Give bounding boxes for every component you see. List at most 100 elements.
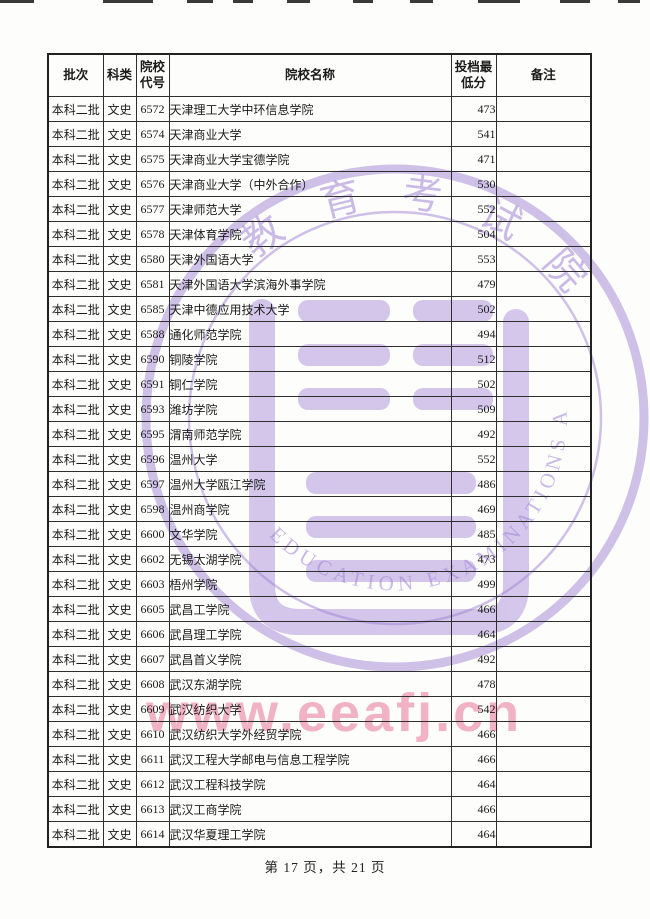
scan-artifact (478, 0, 520, 3)
cell-subject-category: 文史 (102, 696, 137, 722)
cell-min-admission-score: 553 (450, 246, 497, 272)
cell-college-code: 6607 (135, 646, 170, 672)
table-row: 本科二批 文史 6598 温州商学院 469 (47, 496, 592, 522)
cell-remarks (495, 321, 592, 347)
cell-subject-category: 文史 (102, 771, 137, 797)
header-min-admission-score: 投档最 低分 (450, 53, 497, 97)
scan-artifact (410, 0, 433, 3)
cell-batch: 本科二批 (47, 721, 104, 747)
cell-min-admission-score: 466 (450, 746, 497, 772)
table-row: 本科二批 文史 6605 武昌工学院 466 (47, 596, 592, 622)
cell-subject-category: 文史 (102, 671, 137, 697)
scan-artifact (0, 0, 34, 3)
cell-college-code: 6614 (135, 821, 170, 848)
cell-college-code: 6572 (135, 96, 170, 122)
cell-subject-category: 文史 (102, 96, 137, 122)
cell-subject-category: 文史 (102, 796, 137, 822)
cell-subject-category: 文史 (102, 596, 137, 622)
cell-batch: 本科二批 (47, 371, 104, 397)
cell-batch: 本科二批 (47, 246, 104, 272)
cell-min-admission-score: 464 (450, 621, 497, 647)
cell-batch: 本科二批 (47, 746, 104, 772)
header-college-name: 院校名称 (168, 53, 452, 97)
cell-subject-category: 文史 (102, 646, 137, 672)
table-body: 本科二批 文史 6572 天津理工大学中环信息学院 473 本科二批 文史 6574 天津商业大… (47, 96, 592, 848)
scan-artifact (233, 0, 253, 3)
cell-batch: 本科二批 (47, 496, 104, 522)
cell-college-code: 6608 (135, 671, 170, 697)
cell-college-code: 6609 (135, 696, 170, 722)
table-row: 本科二批 文史 6614 武汉华夏理工学院 464 (47, 821, 592, 848)
table-row: 本科二批 文史 6572 天津理工大学中环信息学院 473 (47, 96, 592, 122)
cell-min-admission-score: 504 (450, 221, 497, 247)
cell-college-code: 6611 (135, 746, 170, 772)
cell-batch: 本科二批 (47, 221, 104, 247)
cell-batch: 本科二批 (47, 796, 104, 822)
cell-min-admission-score: 502 (450, 296, 497, 322)
cell-college-code: 6603 (135, 571, 170, 597)
cell-subject-category: 文史 (102, 421, 137, 447)
cell-college-name: 武汉东湖学院 (168, 671, 452, 697)
page-number: 第 17 页，共 21 页 (264, 860, 386, 875)
cell-college-code: 6591 (135, 371, 170, 397)
scan-artifact (103, 0, 153, 3)
cell-min-admission-score: 492 (450, 421, 497, 447)
table-row: 本科二批 文史 6607 武昌首义学院 492 (47, 646, 592, 672)
scan-artifact (560, 0, 590, 3)
table-row: 本科二批 文史 6591 铜仁学院 502 (47, 371, 592, 397)
cell-college-name: 梧州学院 (168, 571, 452, 597)
cell-subject-category: 文史 (102, 396, 137, 422)
table-row: 本科二批 文史 6606 武昌理工学院 464 (47, 621, 592, 647)
cell-min-admission-score: 466 (450, 721, 497, 747)
cell-remarks (495, 721, 592, 747)
cell-college-name: 天津师范大学 (168, 196, 452, 222)
cell-remarks (495, 296, 592, 322)
cell-batch: 本科二批 (47, 446, 104, 472)
cell-subject-category: 文史 (102, 296, 137, 322)
cell-subject-category: 文史 (102, 271, 137, 297)
scan-artifact (187, 0, 213, 3)
cell-remarks (495, 246, 592, 272)
cell-college-name: 天津商业大学 (168, 121, 452, 147)
table-row: 本科二批 文史 6577 天津师范大学 552 (47, 196, 592, 222)
cell-min-admission-score: 492 (450, 646, 497, 672)
cell-batch: 本科二批 (47, 521, 104, 547)
cell-college-name: 潍坊学院 (168, 396, 452, 422)
table-row: 本科二批 文史 6608 武汉东湖学院 478 (47, 671, 592, 697)
admission-scores-table: 批次 科类 院校 代号 院校名称 投档最 低分 备注 本科二批 文史 6572 天津理… (47, 53, 592, 848)
cell-college-code: 6596 (135, 446, 170, 472)
cell-batch: 本科二批 (47, 171, 104, 197)
cell-min-admission-score: 542 (450, 696, 497, 722)
cell-subject-category: 文史 (102, 221, 137, 247)
cell-batch: 本科二批 (47, 646, 104, 672)
cell-min-admission-score: 464 (450, 821, 497, 848)
cell-college-name: 天津商业大学宝德学院 (168, 146, 452, 172)
cell-remarks (495, 371, 592, 397)
cell-min-admission-score: 530 (450, 171, 497, 197)
table-row: 本科二批 文史 6600 文华学院 485 (47, 521, 592, 547)
cell-min-admission-score: 552 (450, 446, 497, 472)
cell-min-admission-score: 466 (450, 796, 497, 822)
cell-college-code: 6577 (135, 196, 170, 222)
cell-college-name: 武汉纺织大学外经贸学院 (168, 721, 452, 747)
cell-college-code: 6610 (135, 721, 170, 747)
table-row: 本科二批 文史 6580 天津外国语大学 553 (47, 246, 592, 272)
cell-college-name: 温州商学院 (168, 496, 452, 522)
cell-college-name: 天津中德应用技术大学 (168, 296, 452, 322)
cell-remarks (495, 171, 592, 197)
scan-artifact (618, 0, 640, 3)
table-row: 本科二批 文史 6574 天津商业大学 541 (47, 121, 592, 147)
cell-college-name: 武昌工学院 (168, 596, 452, 622)
cell-batch: 本科二批 (47, 621, 104, 647)
header-college-code: 院校 代号 (135, 53, 170, 97)
cell-min-admission-score: 541 (450, 121, 497, 147)
cell-college-name: 天津外国语大学滨海外事学院 (168, 271, 452, 297)
header-subject-category: 科类 (102, 53, 137, 97)
cell-college-code: 6574 (135, 121, 170, 147)
cell-remarks (495, 796, 592, 822)
table-row: 本科二批 文史 6609 武汉纺织大学 542 (47, 696, 592, 722)
cell-college-code: 6581 (135, 271, 170, 297)
cell-remarks (495, 421, 592, 447)
cell-remarks (495, 771, 592, 797)
cell-batch: 本科二批 (47, 396, 104, 422)
